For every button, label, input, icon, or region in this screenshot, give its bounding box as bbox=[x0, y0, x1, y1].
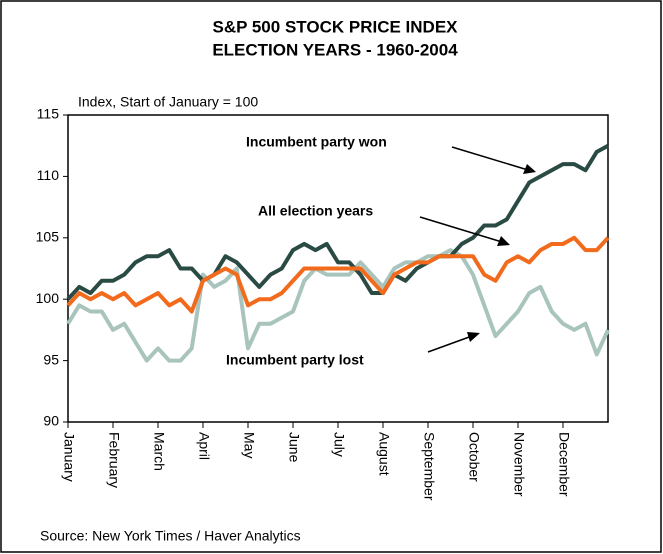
y-tick-label: 110 bbox=[37, 167, 60, 183]
source: Source: New York Times / Haver Analytics bbox=[40, 528, 301, 544]
arrowhead bbox=[497, 236, 510, 246]
x-tick-label: April bbox=[196, 432, 212, 460]
x-tick-label: September bbox=[421, 432, 437, 501]
x-tick-label: July bbox=[331, 432, 347, 457]
x-tick-label: November bbox=[511, 432, 527, 497]
annotations: Incumbent party won All election years I… bbox=[226, 134, 536, 368]
arrow bbox=[419, 216, 503, 243]
x-tick-label: June bbox=[286, 432, 302, 463]
y-tick-label: 100 bbox=[36, 290, 60, 306]
x-tick-label: December bbox=[556, 432, 572, 497]
arrowhead bbox=[467, 332, 480, 342]
plot-area bbox=[66, 114, 610, 423]
y-tick-label: 90 bbox=[43, 413, 59, 429]
y-tick-label: 115 bbox=[37, 106, 60, 122]
annotation: Incumbent party won bbox=[246, 134, 387, 150]
y-tick-label: 105 bbox=[36, 229, 60, 245]
series-line bbox=[66, 248, 610, 363]
x-tick-label: August bbox=[376, 432, 392, 476]
x-tick-label: October bbox=[466, 432, 482, 482]
arrow bbox=[451, 146, 529, 171]
x-tick-label: March bbox=[151, 432, 167, 471]
series-line bbox=[66, 143, 609, 301]
annotation: Incumbent party lost bbox=[226, 352, 364, 368]
chart-title: ELECTION YEARS - 1960-2004 bbox=[212, 40, 458, 59]
y-tick-label: 95 bbox=[43, 351, 59, 367]
arrowhead bbox=[523, 164, 536, 174]
y-axis-label: Index, Start of January = 100 bbox=[78, 94, 258, 110]
annotation: All election years bbox=[258, 203, 373, 219]
x-tick-label: February bbox=[106, 432, 122, 488]
arrow bbox=[427, 335, 473, 353]
x-tick-label: May bbox=[241, 432, 257, 458]
x-tick-label: January bbox=[61, 432, 77, 482]
series-line bbox=[66, 235, 610, 314]
chart-title: S&P 500 STOCK PRICE INDEX bbox=[212, 17, 458, 36]
